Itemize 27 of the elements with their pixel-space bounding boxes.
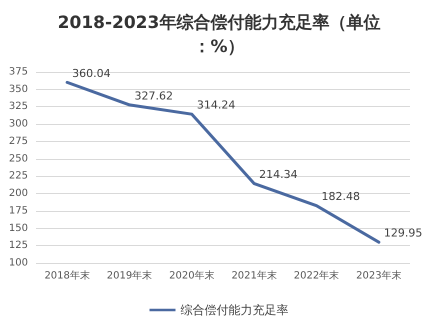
y-tick-label: 125 [8, 240, 28, 252]
y-tick-label: 200 [8, 188, 28, 200]
x-tick-label: 2022年末 [294, 270, 340, 282]
y-tick-label: 375 [8, 66, 28, 78]
x-tick-label: 2019年末 [106, 270, 152, 282]
line-series [66, 80, 380, 244]
y-tick-label: 300 [8, 118, 28, 130]
y-tick-label: 175 [8, 205, 28, 216]
y-tick-label: 350 [8, 84, 28, 95]
y-tick-label: 275 [8, 136, 28, 147]
data-label: 129.95 [384, 226, 422, 240]
legend-label: 综合偿付能力充足率 [180, 303, 288, 317]
x-tick-label: 2021年末 [231, 270, 277, 282]
x-tick-label: 2018年末 [44, 270, 90, 282]
data-label: 360.04 [72, 66, 111, 80]
x-tick-label: 2023年末 [356, 270, 402, 282]
chart-title: 2018-2023年综合偿付能力充足率（单位：%） [58, 13, 380, 57]
y-tick-label: 225 [8, 170, 28, 182]
x-tick-label: 2020年末 [169, 270, 215, 282]
data-label: 314.24 [196, 98, 236, 112]
y-tick-label: 250 [8, 153, 28, 164]
y-tick-label: 100 [8, 258, 28, 268]
data-label: 182.48 [322, 190, 360, 204]
data-label: 214.34 [259, 168, 298, 182]
y-tick-label: 325 [8, 101, 28, 112]
y-tick-label: 150 [8, 222, 28, 234]
data-label: 327.62 [134, 89, 173, 102]
